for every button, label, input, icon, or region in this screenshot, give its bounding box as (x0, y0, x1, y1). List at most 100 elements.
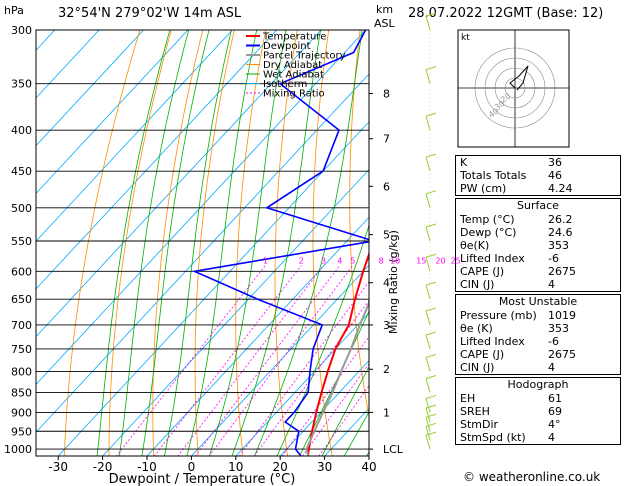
wind-barb (425, 426, 431, 441)
row-label: Temp (°C) (460, 213, 515, 226)
wind-barb (425, 417, 431, 432)
wind-barb-flag (425, 153, 437, 158)
hodograph-trace (509, 65, 529, 91)
pressure-tick-label: 850 (11, 387, 32, 400)
indices-panel: K 36 Totals Totals 46 PW (cm) 4.24 Surface Te… (455, 155, 621, 447)
pressure-tick-label: 800 (11, 365, 32, 378)
wind-barb (425, 434, 431, 450)
wind-barbs (425, 12, 437, 450)
row-value: 1019 (548, 309, 576, 322)
background-lines (36, 30, 369, 456)
legend-label: Mixing Ratio (263, 89, 325, 100)
mixing-ratio-label: 1 (263, 256, 268, 265)
pressure-tick-label: 300 (11, 24, 32, 37)
lcl-label: LCL (383, 443, 404, 456)
row-value: -6 (548, 335, 559, 348)
surface-box: Surface Temp (°C) 26.2 Dewp (°C) 24.6 θe(K) 3… (455, 198, 621, 292)
mixing-ratio-line (153, 265, 302, 456)
wind-barb (425, 357, 431, 372)
hodograph-ring (484, 57, 546, 119)
isotherm-line (36, 73, 369, 433)
isotherm-line (36, 30, 56, 51)
dry-adiabat-line (63, 30, 141, 456)
row-value: -6 (548, 252, 559, 265)
wet-adiabat-line (343, 410, 369, 456)
pressure-tick-label: 700 (11, 319, 32, 332)
row-value: 26.2 (548, 213, 573, 226)
most-unstable-table: Pressure (mb) 1019 θe (K) 353 Lifted Index -6… (456, 309, 620, 374)
hodograph-table: EH 61 SREH 69 StmDir 4° StmSpd (kt) 4 (456, 392, 620, 444)
km-unit-label: km (376, 3, 394, 16)
temperature-tick-label: 30 (317, 460, 332, 474)
km-tick-label: 6 (383, 180, 390, 193)
asl-unit-label: ASL (374, 17, 395, 30)
legend-label: Wet Adiabat (263, 70, 324, 81)
mixing-ratio-label: 4 (337, 256, 342, 265)
row-label: Lifted Index (460, 252, 525, 265)
wind-barb-flag (425, 112, 437, 117)
row-label: StmDir (460, 418, 499, 431)
isotherm-line (235, 312, 369, 456)
hodograph-unit-label: kt (461, 33, 470, 43)
row-label: Lifted Index (460, 335, 525, 348)
row-label: θe (K) (460, 322, 493, 335)
dry-adiabat-line (152, 30, 204, 456)
table-row: StmDir 4° (456, 418, 620, 431)
wind-barb-flag (425, 394, 437, 399)
wet-adiabat-line (231, 30, 322, 456)
temperature-tick-label: 0 (188, 460, 196, 474)
row-value: 4 (548, 431, 555, 444)
row-value: 4° (548, 418, 561, 431)
isotherm-line (190, 264, 369, 456)
row-label: K (460, 156, 468, 169)
row-label: θe(K) (460, 239, 490, 252)
pressure-tick-label: 600 (11, 265, 32, 278)
km-tick-label: 4 (383, 277, 390, 290)
mixing-ratio-label: 15 (416, 256, 426, 265)
pressure-tick-label: 1000 (4, 443, 32, 456)
row-label: CIN (J) (460, 361, 495, 374)
row-value: 4 (548, 278, 555, 291)
isotherm-line (36, 30, 189, 194)
row-value: 2675 (548, 348, 576, 361)
wind-barb-flag (425, 307, 437, 312)
wind-barb-flag (425, 12, 437, 17)
row-label: CIN (J) (460, 278, 495, 291)
wind-barb-flag (425, 66, 437, 71)
legend-label: Temperature (262, 32, 326, 43)
hodograph-ring (504, 77, 526, 99)
wind-barb-flag (425, 353, 437, 358)
row-label: EH (460, 392, 476, 405)
legend-label: Dewpoint (263, 41, 311, 52)
wind-barb (425, 157, 431, 172)
sounding-datetime: 28.07.2022 12GMT (Base: 12) (408, 6, 604, 21)
pressure-tick-label: 950 (11, 425, 32, 438)
km-tick-label: 1 (383, 406, 390, 419)
surface-table: Temp (°C) 26.2 Dewp (°C) 24.6 θe(K) 353 Lifted… (456, 213, 620, 291)
row-value: 2675 (548, 265, 576, 278)
table-row: θe (K) 353 (456, 322, 620, 335)
row-value: 69 (548, 405, 562, 418)
table-row: θe(K) 353 (456, 239, 620, 252)
mixing-ratio-label: 5 (350, 256, 355, 265)
row-value: 4 (548, 361, 555, 374)
mixing-ratio-line (194, 265, 341, 456)
isotherm-line (102, 168, 369, 456)
wet-adiabat-line (276, 223, 369, 456)
km-tick-label: 8 (383, 87, 390, 100)
row-label: StmSpd (kt) (460, 431, 526, 444)
wind-barb-flag (425, 331, 437, 336)
hodograph-box: Hodograph EH 61 SREH 69 StmDir 4° StmSpd (kt) 4 (455, 377, 621, 445)
wind-barb-flag (425, 431, 437, 436)
pressure-tick-label: 650 (11, 293, 32, 306)
wind-barb-flag (425, 422, 437, 427)
pressure-tick-label: 400 (11, 124, 32, 137)
table-row: CIN (J) 4 (456, 361, 620, 374)
legend-label: Parcel Trajectory (263, 51, 346, 62)
wind-barb-flag (425, 253, 437, 258)
row-value: 353 (548, 322, 569, 335)
isotherm-line (146, 216, 369, 456)
table-row: CAPE (J) 2675 (456, 348, 620, 361)
